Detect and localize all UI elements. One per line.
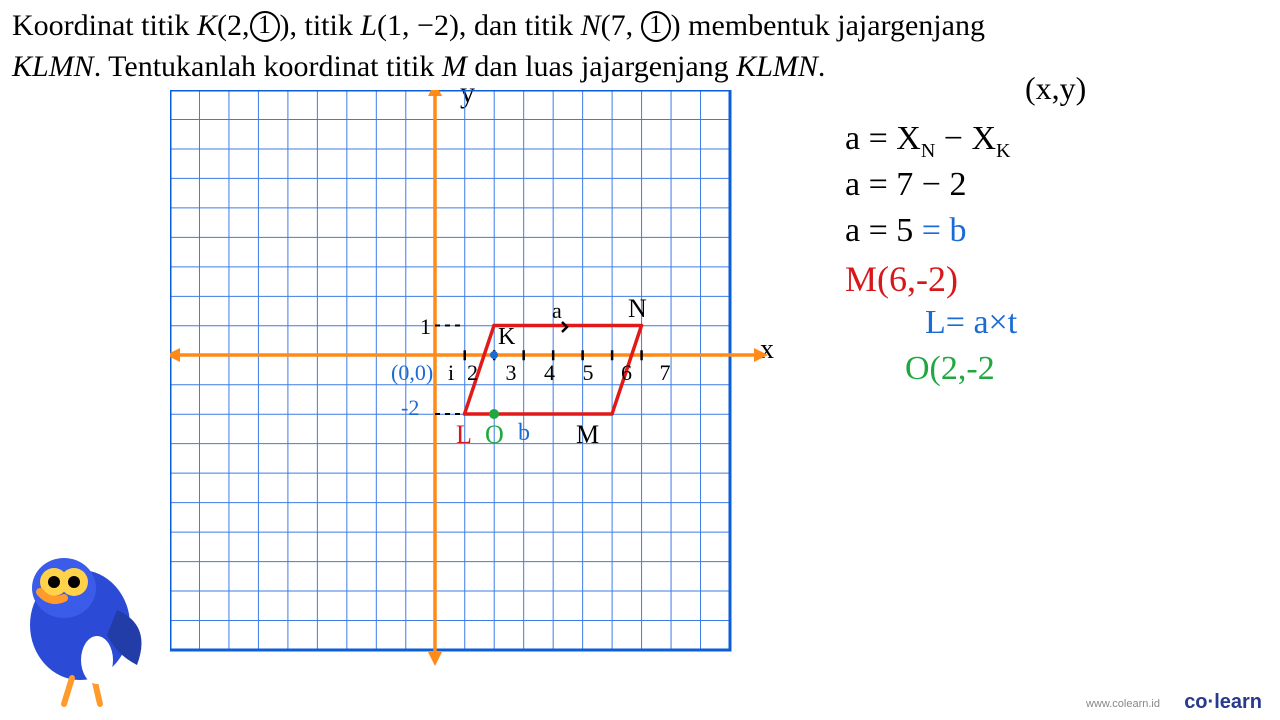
grid-label-b: b <box>518 420 530 447</box>
var-KLMN: KLMN <box>12 50 94 83</box>
txt: Koordinat titik <box>12 9 197 42</box>
t: a = X <box>845 120 921 157</box>
grid-xticks-text: 2 3 4 5 6 7 <box>467 360 682 386</box>
txt: (2, <box>217 9 250 42</box>
hw-eq4: M(6,-2) <box>845 258 958 300</box>
footer-url: www.colearn.id <box>1086 698 1160 710</box>
grid-label-N: N <box>628 294 647 324</box>
grid-label-origin: (0,0) <box>391 360 433 386</box>
t: a = 5 <box>845 212 913 249</box>
hw-eq5: L= a×t <box>925 304 1017 342</box>
circled-1-k: 1 <box>250 11 280 42</box>
txt: . <box>818 50 826 83</box>
txt: (7, <box>601 9 641 42</box>
grid-label-i: i <box>448 360 456 386</box>
grid-yneg2: -2 <box>401 395 419 421</box>
hw-eq2: a = 7 − 2 <box>845 166 966 204</box>
var-KLMN2: KLMN <box>736 50 818 83</box>
hw-eq3: a = 5 = b <box>845 212 966 250</box>
footer-logo: co·learn <box>1184 691 1262 714</box>
grid-label-M: M <box>576 420 599 450</box>
mascot-icon <box>2 530 152 710</box>
grid-label-O: O <box>485 420 504 450</box>
grid-label-K: K <box>498 324 515 351</box>
circled-1-n: 1 <box>641 11 671 42</box>
coordinate-grid <box>170 90 770 690</box>
txt: . Tentukanlah koordinat titik <box>94 50 442 83</box>
t: N <box>921 140 935 162</box>
var-N: N <box>581 9 601 42</box>
txt: titik <box>305 9 361 42</box>
grid-label-L: L <box>456 420 472 450</box>
grid-y1: 1 <box>420 314 431 340</box>
txt: membentuk jajargenjang <box>688 9 985 42</box>
txt: ), <box>280 9 298 42</box>
txt: ) <box>671 9 681 42</box>
var-K: K <box>197 9 217 42</box>
hw-xy: (x,y) <box>1025 70 1086 107</box>
var-L: L <box>360 9 377 42</box>
t: = b <box>922 212 967 249</box>
hw-eq6: O(2,-2 <box>905 350 995 388</box>
t: − X <box>935 120 996 157</box>
t: K <box>996 140 1010 162</box>
grid-label-a: a <box>552 298 562 324</box>
hw-eq1: a = XN − XK <box>845 120 1010 163</box>
txt: dan luas jajargenjang <box>467 50 736 83</box>
txt: (1, −2), <box>377 9 466 42</box>
txt: dan titik <box>474 9 581 42</box>
